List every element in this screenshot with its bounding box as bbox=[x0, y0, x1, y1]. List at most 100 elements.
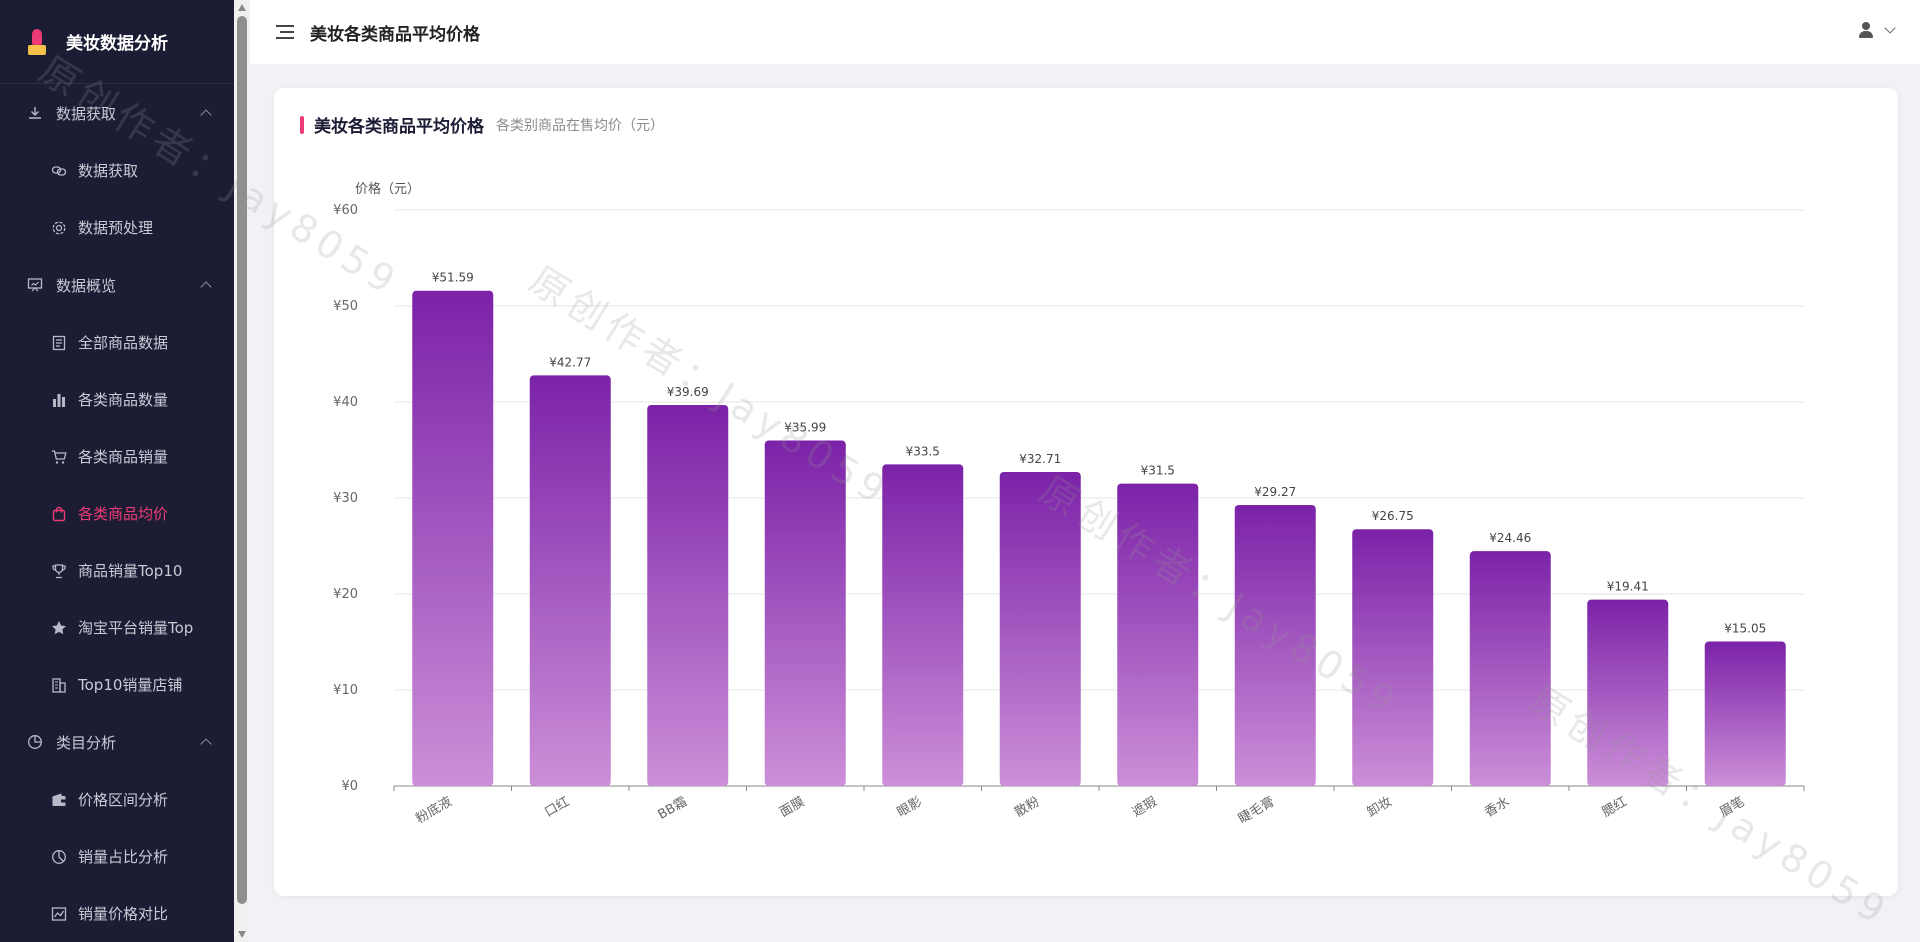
y-tick-label: ¥10 bbox=[333, 683, 358, 698]
title-accent-bar bbox=[300, 115, 304, 134]
menu-toggle-icon[interactable] bbox=[276, 25, 294, 39]
x-tick-label: 腮红 bbox=[1599, 794, 1630, 821]
card-title: 美妆各类商品平均价格 bbox=[314, 117, 484, 137]
x-tick-label: 粉底液 bbox=[413, 794, 455, 827]
y-tick-label: ¥60 bbox=[333, 203, 358, 218]
line-chart-icon bbox=[50, 905, 68, 923]
x-tick-label: 散粉 bbox=[1012, 794, 1042, 820]
x-tick-label: 面膜 bbox=[777, 794, 807, 820]
lipstick-logo-icon bbox=[26, 28, 48, 55]
data-label: ¥24.46 bbox=[1489, 531, 1531, 545]
app-name: 美妆数据分析 bbox=[66, 34, 168, 54]
menu-item-taobao-top[interactable]: 淘宝平台销量Top bbox=[0, 599, 234, 656]
bar bbox=[1469, 551, 1551, 786]
menu-item-top10-sales[interactable]: 商品销量Top10 bbox=[0, 542, 234, 599]
menu-item-label: 销量价格对比 bbox=[78, 905, 169, 923]
bar-chart: ¥0 ¥10 ¥20 ¥30 ¥40 ¥50 ¥60 ¥51.59 粉底液 ¥42.77 口红 ¥39… bbox=[333, 181, 1805, 827]
menu-item-label: 商品销量Top10 bbox=[78, 562, 183, 580]
chevron-up-icon bbox=[200, 738, 212, 750]
menu-item-label: 数据预处理 bbox=[78, 219, 154, 237]
data-label: ¥51.59 bbox=[432, 271, 474, 285]
bar bbox=[529, 375, 611, 786]
user-menu[interactable] bbox=[1858, 22, 1896, 38]
menu-item-category-sales[interactable]: 各类商品销量 bbox=[0, 428, 234, 485]
data-label: ¥39.69 bbox=[667, 385, 709, 399]
menu-item-label: 各类商品数量 bbox=[78, 391, 169, 409]
scrollbar-thumb[interactable] bbox=[237, 16, 247, 904]
x-tick-label: 口红 bbox=[542, 794, 573, 821]
sidebar-menu: 数据获取 数据获取 数据预处理 数据概览 全部商 bbox=[0, 84, 234, 942]
y-tick-label: ¥40 bbox=[333, 395, 358, 410]
menu-group-data-acquisition[interactable]: 数据获取 bbox=[0, 84, 234, 142]
menu-item-data-preprocess[interactable]: 数据预处理 bbox=[0, 199, 234, 256]
presentation-icon bbox=[26, 276, 44, 294]
data-label: ¥15.05 bbox=[1724, 622, 1766, 636]
bar-chart-icon bbox=[50, 391, 68, 409]
menu-item-data-fetch[interactable]: 数据获取 bbox=[0, 142, 234, 199]
scroll-up-arrow-icon[interactable] bbox=[238, 4, 246, 11]
bar bbox=[647, 404, 729, 786]
link-icon bbox=[50, 162, 68, 180]
data-label: ¥29.27 bbox=[1254, 485, 1296, 499]
menu-item-label: 淘宝平台销量Top bbox=[78, 619, 194, 637]
wallet-icon bbox=[50, 791, 68, 809]
cart-icon bbox=[50, 448, 68, 466]
user-icon bbox=[1858, 22, 1874, 38]
building-icon bbox=[50, 676, 68, 694]
menu-item-category-avg-price[interactable]: 各类商品均价 bbox=[0, 485, 234, 542]
document-icon bbox=[50, 334, 68, 352]
brand[interactable]: 美妆数据分析 bbox=[0, 0, 234, 84]
x-tick-label: 睫毛膏 bbox=[1235, 794, 1277, 827]
menu-item-top10-shops[interactable]: Top10销量店铺 bbox=[0, 656, 234, 713]
menu-group-label: 数据获取 bbox=[56, 104, 117, 123]
menu-item-label: 销量占比分析 bbox=[78, 848, 169, 866]
data-label: ¥35.99 bbox=[784, 420, 826, 434]
chevron-down-icon bbox=[1884, 22, 1896, 34]
bar bbox=[1117, 483, 1199, 786]
menu-item-price-range[interactable]: 价格区间分析 bbox=[0, 771, 234, 828]
menu-item-category-count[interactable]: 各类商品数量 bbox=[0, 371, 234, 428]
x-tick-label: BB霜 bbox=[656, 794, 690, 822]
data-label: ¥31.5 bbox=[1141, 464, 1175, 478]
y-axis-label: 价格（元） bbox=[355, 181, 420, 197]
menu-item-label: 各类商品销量 bbox=[78, 448, 169, 466]
y-tick-label: ¥20 bbox=[333, 587, 358, 602]
bar bbox=[999, 471, 1081, 786]
menu-item-sales-price-compare[interactable]: 销量价格对比 bbox=[0, 885, 234, 942]
chart-card: 美妆各类商品平均价格 各类别商品在售均价（元） ¥0 ¥10 ¥20 ¥30 ¥40 ¥5… bbox=[274, 88, 1898, 896]
bar bbox=[1352, 529, 1434, 786]
x-tick-label: 眉笔 bbox=[1717, 794, 1748, 821]
menu-item-label: 各类商品均价 bbox=[78, 505, 169, 523]
bar bbox=[764, 440, 846, 786]
pie-chart-icon bbox=[50, 848, 68, 866]
menu-group-category-analysis[interactable]: 类目分析 bbox=[0, 713, 234, 771]
bar bbox=[882, 464, 964, 786]
download-icon bbox=[26, 104, 44, 122]
card-header: 美妆各类商品平均价格 各类别商品在售均价（元） bbox=[300, 112, 664, 137]
y-tick-label: ¥50 bbox=[333, 299, 358, 314]
menu-group-label: 数据概览 bbox=[56, 276, 117, 295]
sidebar-scrollbar[interactable] bbox=[234, 0, 250, 942]
card-subtitle: 各类别商品在售均价（元） bbox=[496, 117, 664, 134]
bar bbox=[1704, 641, 1786, 786]
y-tick-label: ¥0 bbox=[341, 779, 358, 794]
x-tick-label: 香水 bbox=[1482, 794, 1512, 820]
x-tick-label: 遮瑕 bbox=[1129, 794, 1160, 821]
star-icon bbox=[50, 619, 68, 637]
menu-group-label: 类目分析 bbox=[56, 733, 117, 752]
x-tick-label: 眼影 bbox=[895, 794, 925, 820]
chevron-up-icon bbox=[200, 109, 212, 121]
menu-item-label: 价格区间分析 bbox=[78, 791, 169, 809]
bar bbox=[1587, 599, 1669, 786]
data-label: ¥32.71 bbox=[1019, 452, 1061, 466]
x-tick-label: 卸妆 bbox=[1364, 794, 1395, 821]
menu-item-label: 数据获取 bbox=[78, 162, 139, 180]
scroll-down-arrow-icon[interactable] bbox=[238, 931, 246, 938]
data-label: ¥26.75 bbox=[1372, 509, 1414, 523]
trophy-icon bbox=[50, 562, 68, 580]
pie-icon bbox=[26, 733, 44, 751]
menu-item-sales-share[interactable]: 销量占比分析 bbox=[0, 828, 234, 885]
menu-group-data-overview[interactable]: 数据概览 bbox=[0, 256, 234, 314]
menu-item-all-products[interactable]: 全部商品数据 bbox=[0, 314, 234, 371]
menu-item-label: Top10销量店铺 bbox=[78, 676, 183, 694]
